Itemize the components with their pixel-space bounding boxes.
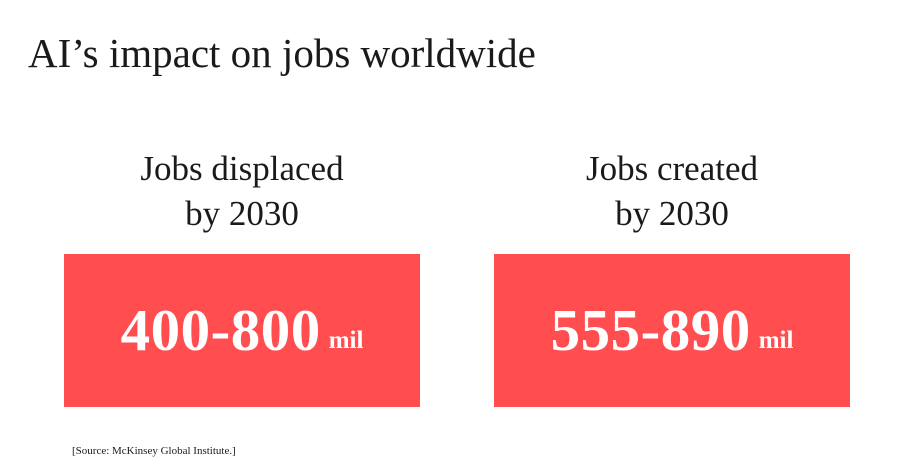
stat-jobs-created: Jobs created by 2030 555-890 mil <box>494 146 850 407</box>
stat-jobs-displaced: Jobs displaced by 2030 400-800 mil <box>64 146 420 407</box>
stat-label: Jobs created by 2030 <box>494 146 850 236</box>
stat-value: 555-890 <box>550 297 751 363</box>
stat-unit: mil <box>328 326 364 354</box>
stat-value-box: 555-890 mil <box>494 254 850 407</box>
stat-label: Jobs displaced by 2030 <box>64 146 420 236</box>
stat-label-line1: Jobs created <box>585 149 758 188</box>
stat-value: 400-800 <box>120 297 321 363</box>
page-title: AI’s impact on jobs worldwide <box>28 30 536 76</box>
stat-unit: mil <box>758 326 794 354</box>
stat-label-line2: by 2030 <box>615 194 729 233</box>
stat-value-box: 400-800 mil <box>64 254 420 407</box>
stat-label-line1: Jobs displaced <box>140 149 344 188</box>
source-note: [Source: McKinsey Global Institute.] <box>72 445 236 457</box>
stat-label-line2: by 2030 <box>185 194 299 233</box>
